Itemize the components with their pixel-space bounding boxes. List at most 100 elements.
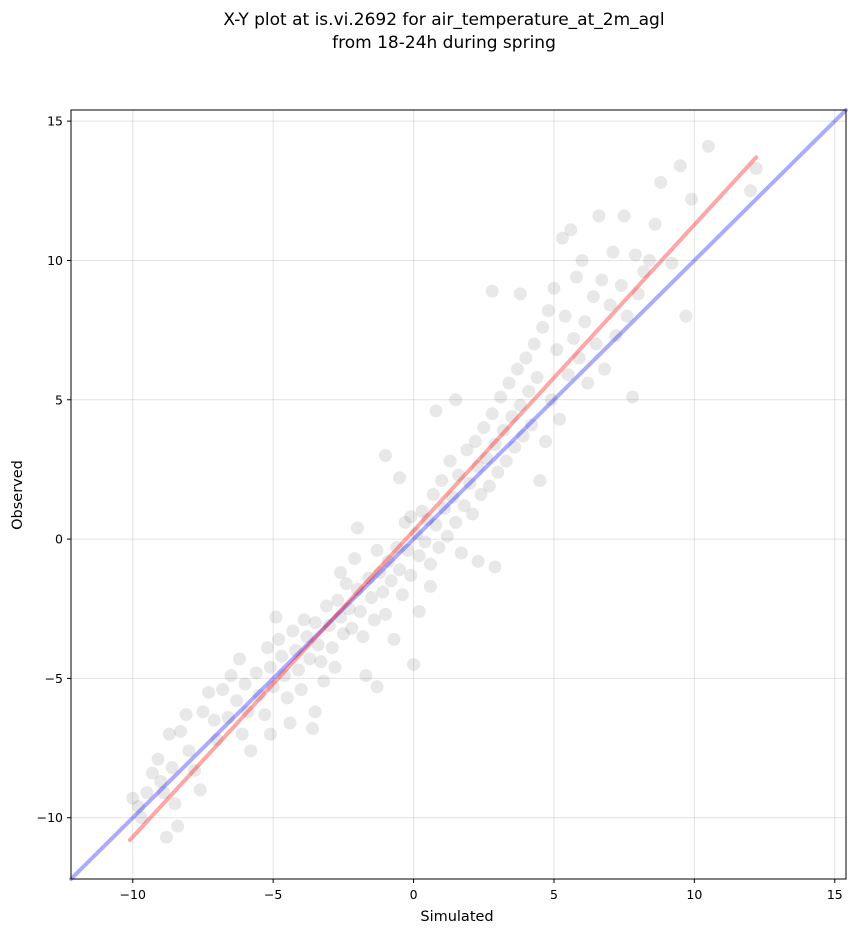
scatter-point bbox=[701, 139, 715, 153]
scatter-point bbox=[140, 786, 154, 800]
scatter-point bbox=[207, 713, 221, 727]
scatter-point bbox=[364, 591, 378, 605]
scatter-point bbox=[463, 476, 477, 490]
scatter-point bbox=[210, 733, 224, 747]
scatter-point bbox=[510, 362, 524, 376]
scatter-point bbox=[171, 819, 185, 833]
reference-lines bbox=[69, 108, 848, 881]
scatter-point bbox=[238, 677, 252, 691]
scatter-point bbox=[477, 421, 491, 435]
scatter-point bbox=[126, 791, 140, 805]
data-points bbox=[126, 139, 763, 844]
scatter-point bbox=[494, 390, 508, 404]
scatter-point bbox=[407, 657, 421, 671]
scatter-point bbox=[513, 398, 527, 412]
scatter-point bbox=[460, 443, 474, 457]
scatter-point bbox=[488, 437, 502, 451]
scatter-point bbox=[654, 175, 668, 189]
scatter-point bbox=[482, 479, 496, 493]
scatter-point bbox=[412, 605, 426, 619]
scatter-point bbox=[322, 618, 336, 632]
scatter-point bbox=[544, 393, 558, 407]
scatter-point bbox=[589, 337, 603, 351]
scatter-point bbox=[261, 641, 275, 655]
x-tick-label: 0 bbox=[410, 887, 418, 902]
scatter-point bbox=[606, 245, 620, 259]
y-tick-label: −10 bbox=[37, 810, 63, 825]
scatter-point bbox=[547, 281, 561, 295]
scatter-point bbox=[404, 510, 418, 524]
scatter-point bbox=[426, 488, 440, 501]
scatter-point bbox=[533, 474, 547, 488]
scatter-point bbox=[145, 766, 159, 780]
scatter-point bbox=[685, 192, 699, 206]
scatter-point bbox=[300, 630, 314, 644]
scatter-point bbox=[536, 320, 550, 334]
scatter-point bbox=[592, 209, 606, 223]
scatter-point bbox=[339, 577, 353, 591]
scatter-point bbox=[196, 705, 210, 719]
scatter-point bbox=[384, 574, 398, 588]
scatter-point bbox=[432, 540, 446, 554]
scatter-point bbox=[454, 546, 468, 560]
scatter-point bbox=[429, 518, 443, 532]
scatter-point bbox=[418, 535, 432, 549]
scatter-point bbox=[348, 552, 362, 566]
scatter-point bbox=[350, 521, 364, 535]
scatter-point bbox=[449, 515, 463, 529]
scatter-point bbox=[314, 655, 328, 669]
scatter-point bbox=[527, 337, 541, 351]
scatter-point bbox=[423, 579, 437, 593]
scatter-point bbox=[202, 685, 216, 699]
chart-title: X-Y plot at is.vi.2692 for air_temperatu… bbox=[223, 10, 664, 53]
fit-line bbox=[127, 155, 759, 842]
x-tick-label: −10 bbox=[120, 887, 146, 902]
scatter-point bbox=[193, 783, 207, 797]
scatter-point bbox=[395, 588, 409, 602]
scatter-point bbox=[263, 727, 277, 741]
scatter-point bbox=[168, 797, 182, 811]
scatter-point bbox=[553, 412, 567, 426]
scatter-point bbox=[485, 284, 499, 298]
scatter-point bbox=[569, 270, 583, 284]
scatter-point bbox=[151, 752, 165, 766]
scatter-point bbox=[595, 273, 609, 287]
one-to-one-line bbox=[69, 108, 848, 881]
scatter-point bbox=[286, 624, 300, 638]
scatter-point bbox=[280, 691, 294, 705]
scatter-point bbox=[308, 616, 322, 630]
scatter-point bbox=[134, 811, 148, 825]
y-tick-label: 5 bbox=[55, 392, 63, 407]
x-axis-ticks: −10 −5 0 5 10 15 bbox=[120, 879, 843, 902]
scatter-point bbox=[488, 560, 502, 574]
scatter-point bbox=[269, 610, 283, 624]
scatter-point bbox=[539, 435, 553, 449]
scatter-point bbox=[263, 660, 277, 674]
scatter-point bbox=[491, 465, 505, 479]
scatter-point bbox=[325, 641, 339, 655]
scatter-point bbox=[266, 680, 280, 694]
scatter-point bbox=[336, 627, 350, 641]
scatter-point bbox=[393, 563, 407, 577]
scatter-point bbox=[154, 774, 168, 788]
scatter-point bbox=[457, 499, 471, 513]
scatter-point bbox=[614, 279, 628, 293]
scatter-point bbox=[378, 448, 392, 462]
scatter-point bbox=[429, 404, 443, 418]
scatter-point bbox=[530, 370, 544, 384]
scatter-point bbox=[320, 599, 334, 613]
scatter-point bbox=[393, 471, 407, 485]
scatter-point bbox=[159, 830, 173, 844]
scatter-point bbox=[359, 669, 373, 683]
scatter-point bbox=[508, 440, 522, 454]
scatter-point bbox=[586, 290, 600, 304]
scatter-point bbox=[221, 710, 235, 724]
scatter-point bbox=[468, 435, 482, 449]
scatter-point bbox=[297, 613, 311, 627]
scatter-point bbox=[404, 568, 418, 582]
scatter-point bbox=[581, 376, 595, 390]
scatter-point bbox=[637, 265, 651, 279]
scatter-point bbox=[241, 705, 255, 719]
title-line-1: X-Y plot at is.vi.2692 for air_temperatu… bbox=[223, 10, 664, 30]
scatter-point bbox=[598, 362, 612, 376]
